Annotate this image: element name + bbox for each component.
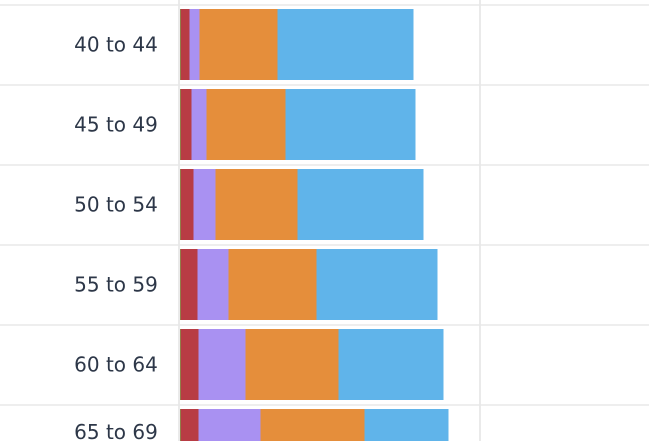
bar-segment: [180, 249, 181, 320]
category-label: 50 to 54: [74, 193, 158, 217]
bar-segment: [180, 409, 199, 441]
bar-segment: [199, 9, 278, 80]
bar-segment: [260, 409, 365, 441]
bar-segment: [180, 409, 181, 441]
category-label: 45 to 49: [74, 113, 158, 137]
bar-segment: [198, 329, 246, 400]
bar-segment: [180, 89, 192, 160]
bar-segment: [316, 249, 438, 320]
bar-segment: [198, 409, 261, 441]
bar-segment: [180, 169, 181, 240]
bar-segment: [338, 329, 444, 400]
category-label: 60 to 64: [74, 353, 158, 377]
bar-segment: [228, 249, 317, 320]
bar-segment: [191, 89, 207, 160]
category-label: 55 to 59: [74, 273, 158, 297]
bar-segment: [215, 169, 298, 240]
bar-segment: [297, 169, 424, 240]
bar-segment: [180, 89, 181, 160]
bar-segment: [277, 9, 414, 80]
bar-segment: [180, 9, 190, 80]
bar-segment: [193, 169, 216, 240]
bar-segment: [206, 89, 286, 160]
bar-segment: [285, 89, 416, 160]
bar-segment: [197, 249, 229, 320]
bar-segment: [180, 329, 199, 400]
category-label: 65 to 69: [74, 420, 158, 441]
bar-segment: [180, 9, 181, 80]
bar-segment: [245, 329, 339, 400]
category-label: 40 to 44: [74, 33, 158, 57]
bar-segment: [364, 409, 449, 441]
bar-segment: [180, 329, 181, 400]
bar-segment: [189, 9, 200, 80]
bar-segment: [180, 249, 198, 320]
bar-segment: [180, 169, 194, 240]
